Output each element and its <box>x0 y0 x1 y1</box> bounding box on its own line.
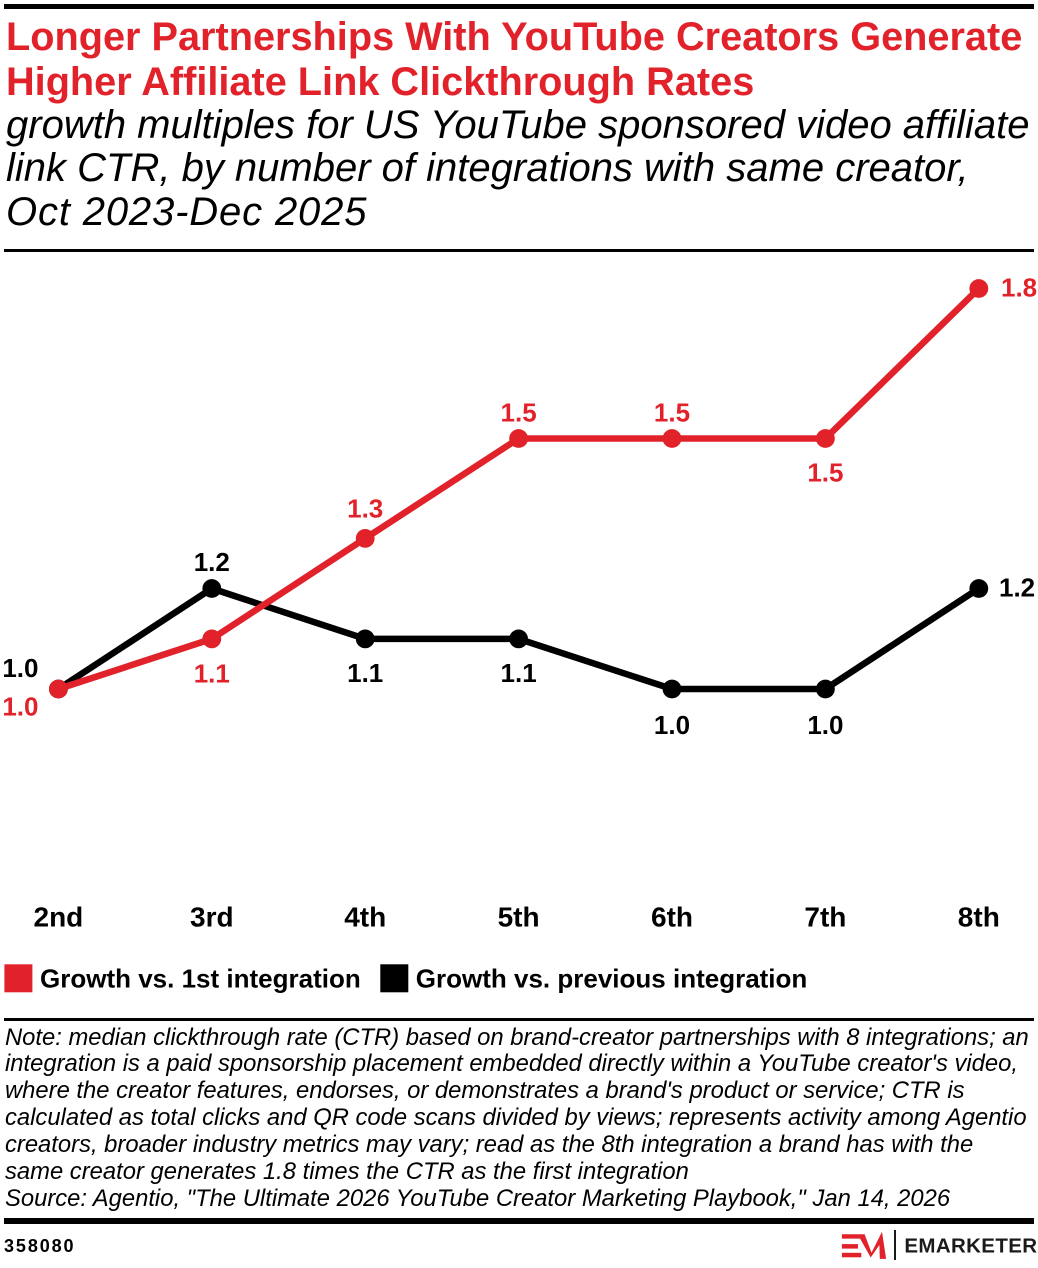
svg-text:1.5: 1.5 <box>654 398 690 428</box>
svg-text:5th: 5th <box>498 901 540 932</box>
svg-text:1.2: 1.2 <box>999 572 1035 602</box>
svg-text:1.8: 1.8 <box>1001 273 1037 303</box>
svg-text:Growth vs. 1st integration: Growth vs. 1st integration <box>40 964 361 994</box>
svg-text:1.5: 1.5 <box>807 457 843 487</box>
svg-text:1.1: 1.1 <box>501 658 537 688</box>
svg-text:8th: 8th <box>958 901 1000 932</box>
svg-text:1.5: 1.5 <box>501 398 537 428</box>
svg-text:1.0: 1.0 <box>2 653 38 683</box>
svg-text:Growth vs. previous integratio: Growth vs. previous integration <box>416 964 808 994</box>
svg-text:EMARKETER: EMARKETER <box>904 1234 1037 1257</box>
svg-text:1.0: 1.0 <box>654 710 690 740</box>
svg-text:1.3: 1.3 <box>347 494 383 524</box>
svg-text:1.1: 1.1 <box>194 658 230 688</box>
svg-text:7th: 7th <box>804 901 846 932</box>
svg-text:1.2: 1.2 <box>194 547 230 577</box>
svg-text:1.0: 1.0 <box>807 710 843 740</box>
svg-text:2nd: 2nd <box>34 901 84 932</box>
svg-text:1.0: 1.0 <box>2 692 38 722</box>
svg-text:6th: 6th <box>651 901 693 932</box>
svg-text:4th: 4th <box>344 901 386 932</box>
svg-text:1.1: 1.1 <box>347 658 383 688</box>
svg-text:3rd: 3rd <box>190 901 234 932</box>
